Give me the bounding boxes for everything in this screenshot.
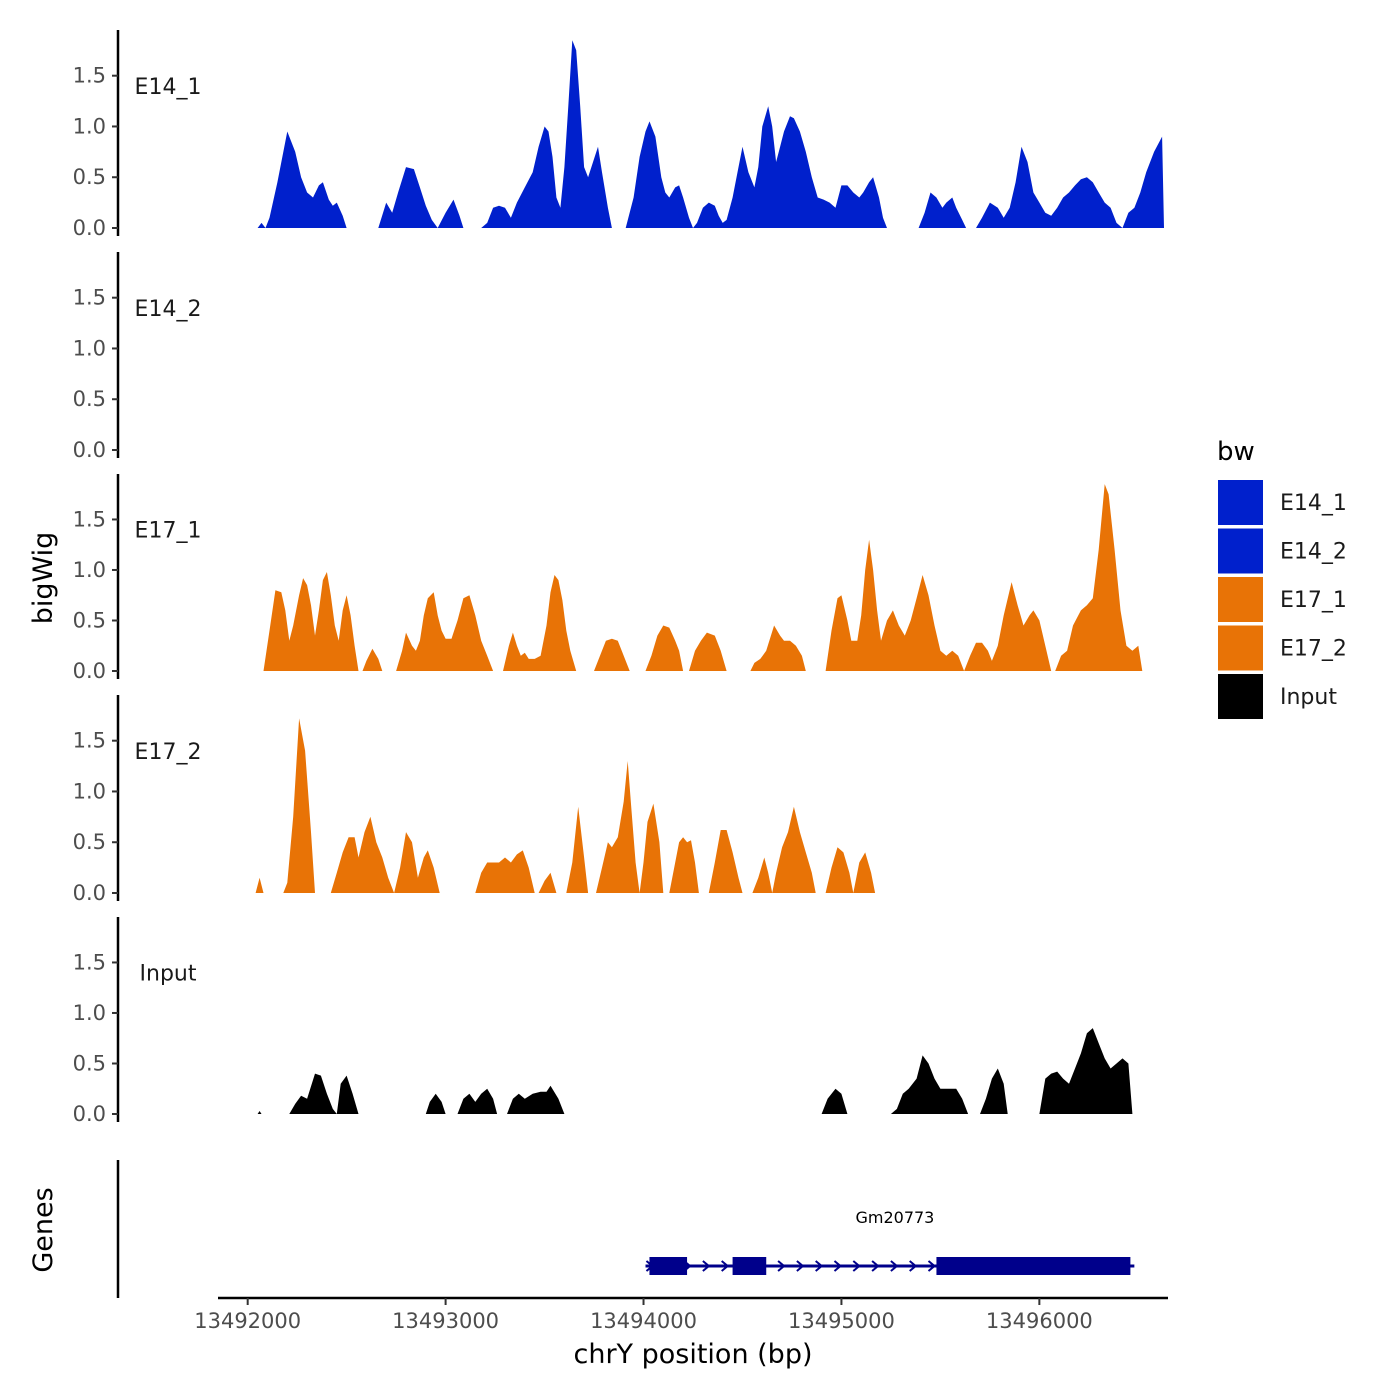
gene-gm20773: Gm20773 (645, 1208, 1135, 1275)
genes-panel: Gm20773 (116, 1160, 1135, 1298)
legend-label: Input (1280, 685, 1337, 710)
y-tick-label: 0.5 (73, 608, 106, 632)
strand-chevron (777, 1260, 786, 1272)
y-tick-label: 1.5 (73, 64, 106, 88)
legend-key-e14-2 (1218, 528, 1263, 574)
legend-key-e14-1 (1218, 480, 1263, 525)
x-tick-label: 13495000 (788, 1309, 895, 1333)
x-tick-label: 13494000 (590, 1309, 697, 1333)
legend-label: E14_2 (1280, 540, 1347, 565)
legend-key-e17-1 (1218, 577, 1263, 622)
track-e14-2: 0.0 0.5 1.0 1.5 E14_2 (73, 252, 202, 462)
y-tick-label: 1.0 (73, 1001, 106, 1025)
track-e17-2: 0.0 0.5 1.0 1.5 E17_2 (73, 695, 876, 905)
legend-label: E17_2 (1280, 637, 1347, 662)
area-e17-1 (263, 484, 1143, 671)
legend-key-e17-2 (1218, 625, 1263, 671)
y-tick-label: 0.0 (73, 438, 106, 462)
area-e17-2 (255, 718, 876, 893)
strand-chevron (702, 1260, 711, 1272)
track-label: E14_2 (135, 297, 202, 322)
y-tick-label: 1.0 (73, 114, 106, 138)
strand-chevron (796, 1260, 805, 1272)
y-tick-label: 0.0 (73, 216, 106, 240)
x-tick-label: 13493000 (392, 1309, 499, 1333)
y-tick-label: 1.5 (73, 950, 106, 974)
y-tick-label: 0.5 (73, 165, 106, 189)
y-tick-label: 1.0 (73, 336, 106, 360)
x-axis-title: chrY position (bp) (573, 1339, 812, 1370)
legend: bw E14_1 E14_2 E17_1 E17_2 Input (1217, 437, 1347, 719)
y-tick-label: 0.0 (73, 659, 106, 683)
strand-chevron (833, 1260, 843, 1272)
track-e14-1: 0.0 0.5 1.0 1.5 E14_1 (73, 30, 1165, 240)
strand-chevron (871, 1260, 880, 1272)
gene-exon (732, 1257, 767, 1275)
gene-exon (649, 1257, 688, 1275)
strand-chevron (927, 1260, 937, 1272)
strand-chevron (852, 1260, 861, 1272)
track-label: E17_2 (135, 740, 202, 765)
y-tick-label: 0.5 (73, 387, 106, 411)
genes-axis-title: Genes (28, 1187, 59, 1272)
y-tick-label: 0.0 (73, 881, 106, 905)
strand-chevron (815, 1260, 824, 1272)
strand-chevron (890, 1260, 899, 1272)
legend-title: bw (1217, 437, 1255, 467)
gene-label: Gm20773 (855, 1208, 934, 1227)
legend-label: E14_1 (1280, 491, 1347, 516)
track-panels: 0.0 0.5 1.0 1.5 E14_1 0.0 0.5 1.0 1.5 E14_2 0.0 0.5… (73, 30, 1165, 1126)
y-tick-label: 0.5 (73, 1051, 106, 1075)
y-axis-title: bigWig (28, 532, 59, 625)
legend-key-input (1218, 674, 1263, 719)
y-tick-label: 0.0 (73, 1102, 106, 1126)
x-axis: 13492000 13493000 13494000 13495000 13496000 (194, 1296, 1168, 1333)
legend-items: E14_1 E14_2 E17_1 E17_2 Input (1218, 480, 1347, 719)
x-tick-label: 13496000 (986, 1309, 1093, 1333)
strand-chevron (721, 1260, 730, 1272)
y-tick-label: 1.0 (73, 779, 106, 803)
y-tick-label: 1.5 (73, 507, 106, 531)
track-e17-1: 0.0 0.5 1.0 1.5 E17_1 (73, 474, 1143, 683)
y-tick-label: 1.5 (73, 286, 106, 310)
area-input (257, 1028, 1133, 1114)
track-label: Input (140, 962, 197, 987)
y-tick-label: 1.5 (73, 729, 106, 753)
track-input: 0.0 0.5 1.0 1.5 Input (73, 917, 1133, 1126)
track-label: E17_1 (135, 519, 202, 544)
track-label: E14_1 (135, 75, 202, 100)
area-e14-1 (257, 40, 1165, 229)
strand-chevron (909, 1260, 918, 1272)
x-tick-label: 13492000 (194, 1309, 301, 1333)
legend-label: E17_1 (1280, 588, 1347, 613)
gene-exon (936, 1257, 1131, 1275)
y-tick-label: 1.0 (73, 558, 106, 582)
y-tick-label: 0.5 (73, 830, 106, 854)
